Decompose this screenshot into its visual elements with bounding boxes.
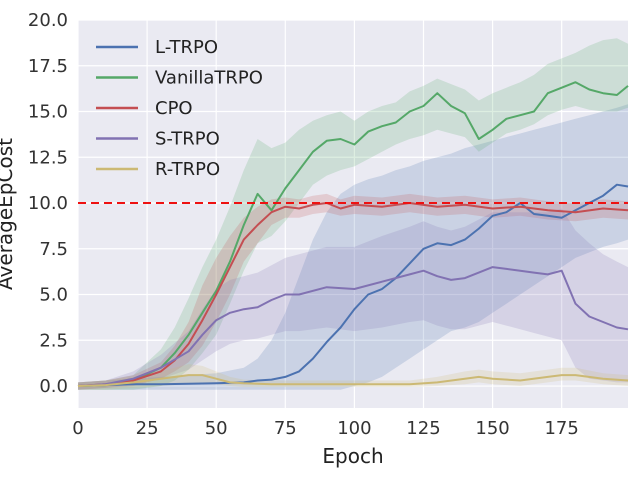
y-axis-ticks: 0.0 2.5 5.0 7.5 10.0 12.5 15.0 17.5 20.0 — [28, 10, 68, 397]
series-lines — [77, 81, 629, 387]
band-vanillatrpo — [78, 38, 628, 390]
x-tick-label: 100 — [337, 418, 371, 439]
y-axis-label: AverageEpCost — [0, 138, 17, 290]
legend-label: L-TRPO — [155, 37, 218, 58]
y-tick-label: 17.5 — [28, 56, 68, 77]
x-axis-ticks: 0 25 50 75 100 125 150 175 — [72, 418, 579, 439]
line-vanillatrpo — [77, 81, 629, 387]
x-tick-label: 150 — [475, 418, 509, 439]
band-cpo — [78, 193, 628, 390]
y-tick-label: 10.0 — [28, 193, 68, 214]
legend-label: S-TRPO — [155, 129, 220, 150]
x-tick-label: 75 — [274, 418, 297, 439]
line-r-trpo — [77, 374, 629, 387]
x-tick-label: 175 — [544, 418, 578, 439]
x-tick-label: 50 — [205, 418, 228, 439]
x-axis-label: Epoch — [322, 444, 383, 468]
legend-label: CPO — [155, 98, 193, 119]
line-s-trpo — [77, 266, 629, 387]
legend-label: R-TRPO — [155, 159, 220, 180]
y-tick-label: 15.0 — [28, 102, 68, 123]
x-tick-label: 25 — [136, 418, 159, 439]
line-cpo — [77, 202, 629, 387]
y-tick-label: 5.0 — [39, 285, 68, 306]
y-tick-label: 7.5 — [39, 239, 68, 260]
y-tick-label: 12.5 — [28, 147, 68, 168]
y-tick-label: 0.0 — [39, 376, 68, 397]
y-tick-label: 20.0 — [28, 10, 68, 31]
grid — [77, 19, 628, 408]
legend-label: VanillaTRPO — [155, 68, 263, 89]
y-tick-label: 2.5 — [39, 330, 68, 351]
confidence-bands — [78, 38, 628, 390]
x-tick-label: 125 — [406, 418, 440, 439]
band-l-trpo — [78, 104, 628, 390]
x-tick-label: 0 — [72, 418, 83, 439]
legend: L-TRPO VanillaTRPO CPO S-TRPO R-TRPO — [96, 37, 263, 180]
band-s-trpo — [78, 208, 628, 390]
